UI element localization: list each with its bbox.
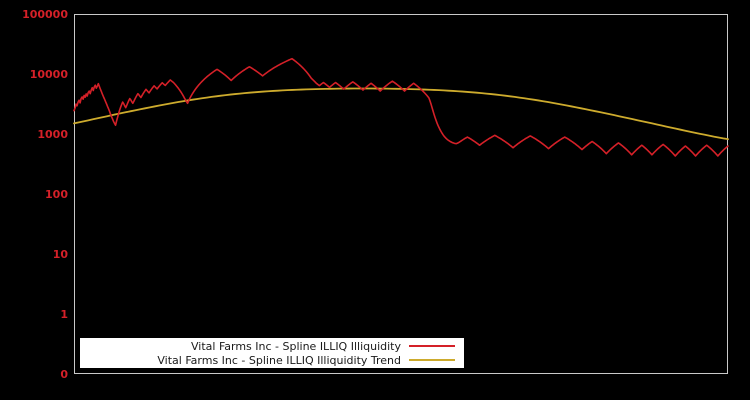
y-axis-tick-labels: 100000 10000 1000 100 10 1 0 — [0, 0, 68, 400]
y-tick-label: 0 — [60, 368, 68, 381]
legend-label-trend: Vital Farms Inc - Spline ILLIQ Illiquidi… — [157, 353, 401, 367]
illiquidity-line-path — [73, 57, 729, 157]
y-tick-label: 100000 — [22, 8, 68, 21]
y-tick-label: 10 — [52, 248, 68, 261]
legend-swatch-trend — [409, 359, 455, 361]
legend-swatch-illiquidity — [409, 345, 455, 347]
y-tick-label: 1 — [60, 308, 68, 321]
legend-label-illiquidity: Vital Farms Inc - Spline ILLIQ Illiquidi… — [191, 339, 401, 353]
chart-legend[interactable]: Vital Farms Inc - Spline ILLIQ Illiquidi… — [80, 338, 464, 368]
y-tick-label: 1000 — [37, 128, 68, 141]
legend-item-illiquidity[interactable]: Vital Farms Inc - Spline ILLIQ Illiquidi… — [81, 339, 463, 353]
y-tick-label: 100 — [45, 188, 68, 201]
legend-item-trend[interactable]: Vital Farms Inc - Spline ILLIQ Illiquidi… — [81, 353, 463, 367]
plot-area-border — [74, 14, 728, 374]
trend-line-path — [73, 87, 729, 141]
y-tick-label: 10000 — [29, 68, 68, 81]
